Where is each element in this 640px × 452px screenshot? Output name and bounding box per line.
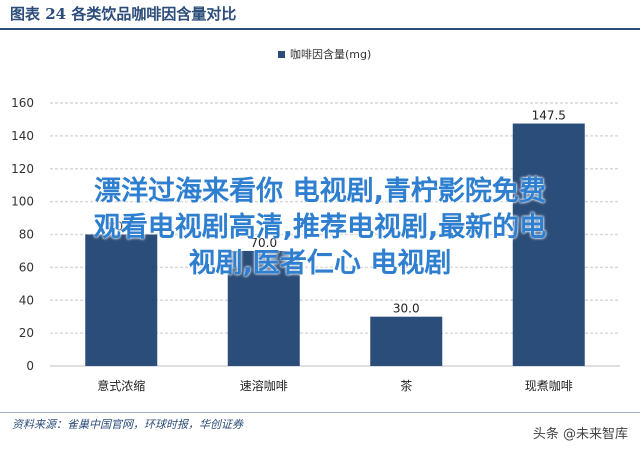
figure-header: 图表 24 各类饮品咖啡因含量对比 [0,0,640,30]
y-tick-label: 140 [11,129,34,143]
x-tick-label: 现煮咖啡 [525,378,573,393]
value-label: 70.0 [250,236,277,250]
source-note: 资料来源：雀巢中国官网，环球时报，华创证券 [12,418,243,431]
y-tick-label: 120 [11,162,34,176]
value-label: 147.5 [532,109,566,123]
value-label: 80.0 [108,220,135,234]
y-tick-label: 80 [19,228,34,242]
y-tick-label: 60 [19,260,34,274]
bar [512,123,585,366]
x-tick-label: 速溶咖啡 [240,378,288,393]
value-label: 30.0 [393,302,420,316]
watermark: 头条 @未来智库 [532,427,628,442]
x-tick-label: 茶 [400,378,412,393]
y-tick-label: 160 [11,96,34,110]
figure-title: 图表 24 各类饮品咖啡因含量对比 [10,5,237,23]
bar [85,234,158,366]
y-tick-label: 20 [19,326,34,340]
bar [227,250,300,366]
y-tick-label: 100 [11,195,34,209]
y-tick-label: 0 [26,359,34,373]
legend-label: 咖啡因含量(mg) [290,47,371,61]
x-tick-label: 意式浓缩 [97,378,145,393]
y-tick-label: 40 [19,293,34,307]
bar [370,316,443,366]
chart-svg: 0 20 40 60 80 100 120 140 160 咖啡因含量(mg) 80.0 意式浓缩 70… [11,47,620,393]
bar-chart: 0 20 40 60 80 100 120 140 160 咖啡因含量(mg) 80.0 意式浓缩 70… [0,36,640,406]
legend-swatch [278,51,285,58]
source-bar: 资料来源：雀巢中国官网，环球时报，华创证券 头条 @未来智库 [0,412,640,452]
